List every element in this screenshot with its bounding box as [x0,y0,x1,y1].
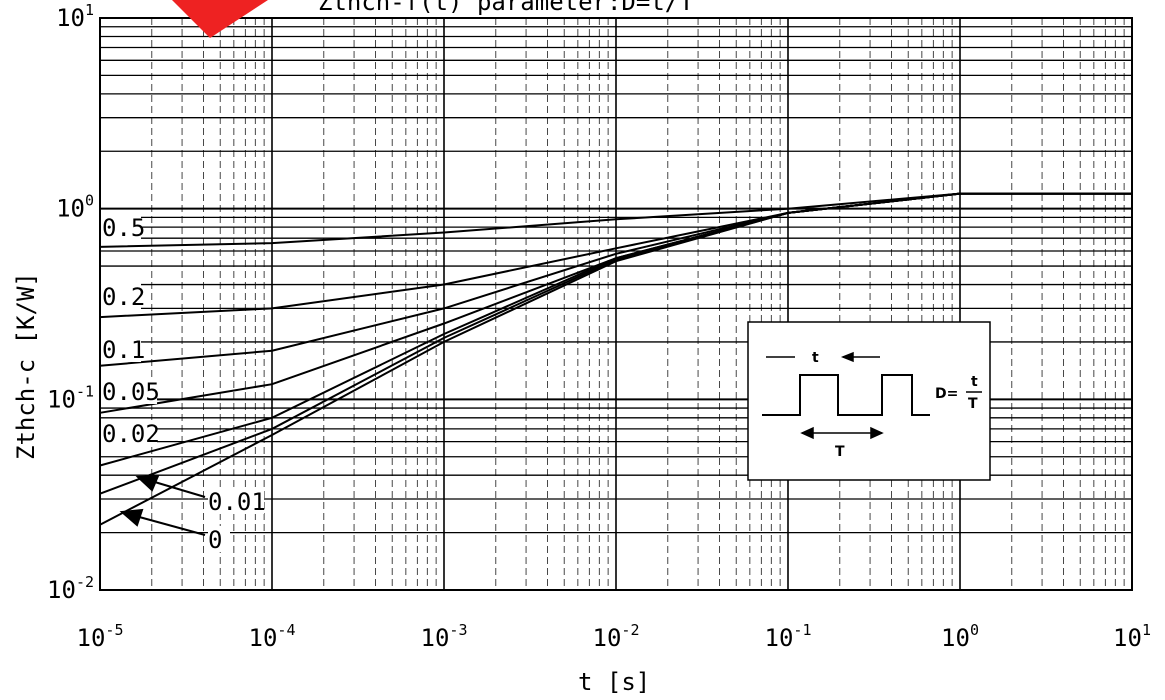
arrow-0.01 [147,479,206,498]
arrow-0 [131,514,206,536]
x-tick-labels: 10-5 10-4 10-3 10-2 10-1 100 101 [77,621,1151,652]
x-tick-label: 10-4 [249,621,296,652]
T-arrowhead-left [800,426,814,440]
duty-cycle-inset: t T D= t T [747,321,991,481]
t-arrowhead [840,351,854,363]
series-label: 0.1 [102,336,145,364]
inset-box [747,321,991,481]
series-label-bg [101,283,141,309]
series-label-bg [101,378,157,404]
series-line [99,192,1132,526]
series-labels: 0.5 0.2 0.1 0.05 0.02 0.01 0 [101,214,266,554]
series-label: 0.05 [102,378,160,406]
formula-numerator: t [971,374,978,390]
T-label-bg [832,440,848,458]
plot-frame [99,17,1133,591]
x-tick-label: 10-1 [765,621,812,652]
y-tick-label: 100 [56,192,94,223]
x-tick-label: 10-3 [421,621,468,652]
arrowhead-0 [119,508,144,527]
arrowhead-0.01 [135,474,160,492]
inset-t-label: t [812,350,819,366]
x-tick-label: 100 [941,621,979,652]
formula-denominator: T [968,396,978,412]
series-label: 0.5 [102,214,145,242]
x-tick-label: 10-5 [77,621,124,652]
series-label-bg [101,420,157,446]
inset-T-label: T [835,444,845,460]
T-arrowhead-right [870,426,884,440]
series-curves [99,192,1132,526]
series-label-bg [208,526,230,552]
chart-title: Zthch-f(t) parameter:D=t/T [318,0,694,16]
y-tick-label: 10-1 [47,382,94,413]
pulse-waveform [762,374,930,416]
y-tick-label: 10-2 [47,573,94,604]
series-label: 0.02 [102,420,160,448]
series-label: 0.2 [102,283,145,311]
annotation-arrows [119,474,206,536]
series-label: 0 [208,526,222,554]
formula-lhs: D= [935,386,958,402]
red-marker-shape [172,0,268,38]
x-axis-title: t [s] [578,668,650,696]
t-dimension [766,351,880,363]
series-label-bg [101,214,141,240]
series-label-bg [101,336,141,362]
series-label-bg [208,488,264,514]
y-tick-labels: 10-2 10-1 100 101 [47,1,94,604]
series-label: 0.01 [208,488,266,516]
pulse-line [762,374,930,416]
x-tick-label: 10-2 [593,621,640,652]
x-tick-label: 101 [1113,621,1151,652]
T-dimension [800,426,884,440]
y-axis-title: Zthch-c [K/W] [12,272,40,460]
y-tick-label: 101 [56,1,94,32]
